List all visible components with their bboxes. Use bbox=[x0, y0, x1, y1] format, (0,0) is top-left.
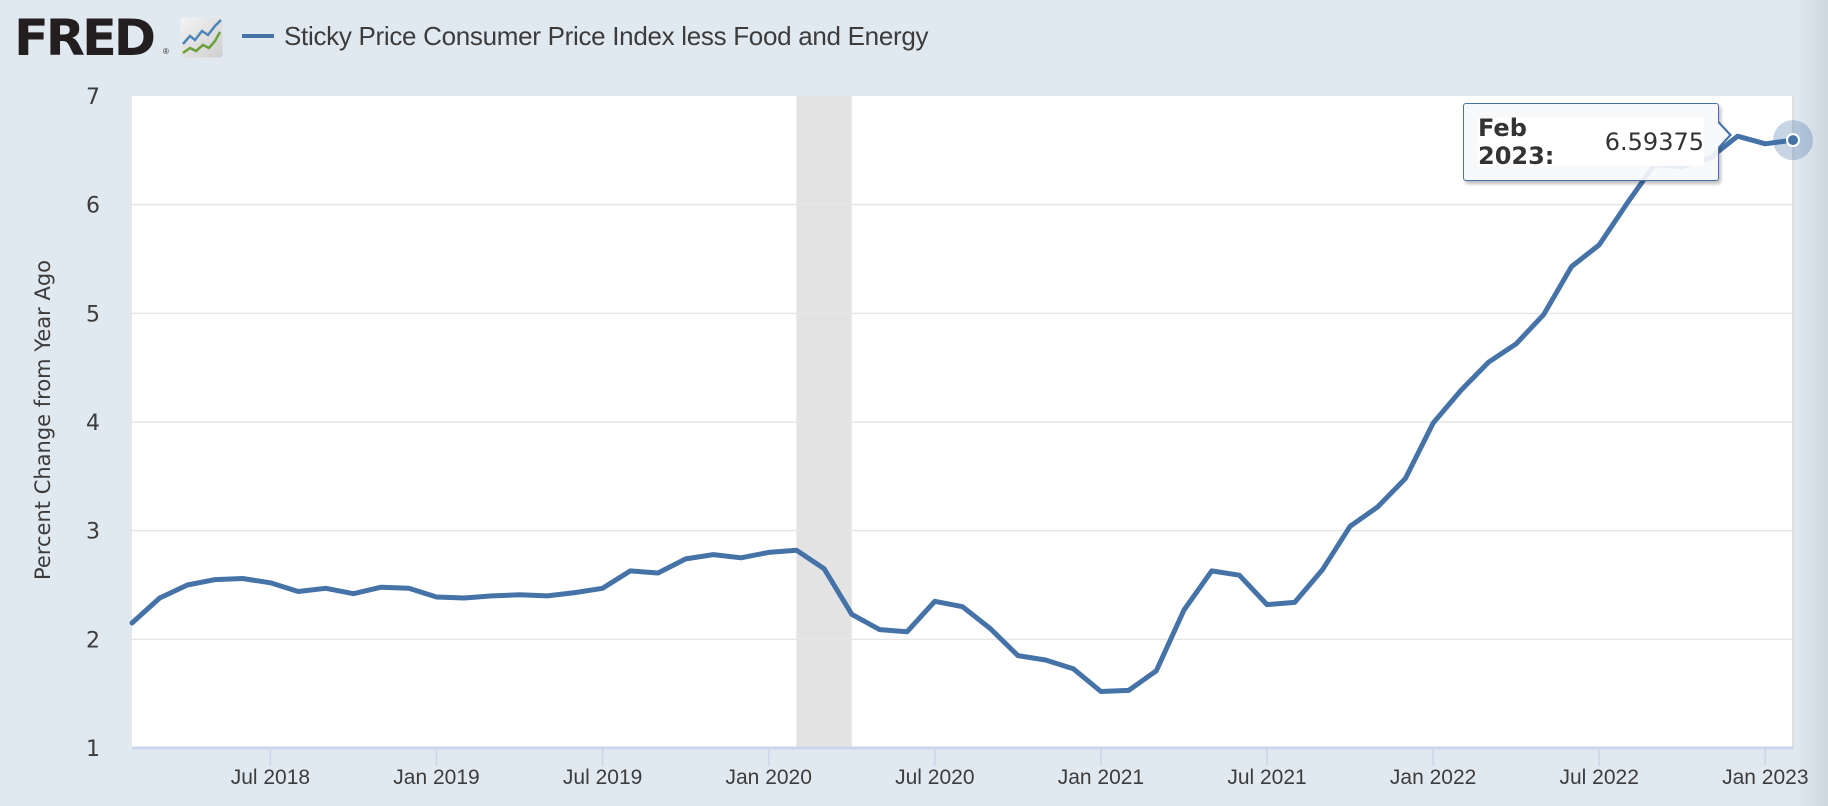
data-point[interactable] bbox=[1348, 524, 1353, 529]
tooltip-date: Feb 2023: bbox=[1478, 114, 1555, 170]
x-tick-label: Jul 2022 bbox=[1560, 766, 1639, 789]
data-point[interactable] bbox=[1015, 653, 1020, 658]
tooltip-content: Feb 2023: 6.59375 bbox=[1478, 114, 1704, 170]
x-tick-label: Jan 2019 bbox=[393, 766, 479, 789]
data-point[interactable] bbox=[1043, 657, 1048, 662]
data-point[interactable] bbox=[434, 594, 439, 599]
x-tick-label: Jul 2019 bbox=[563, 766, 642, 789]
y-tick-label: 6 bbox=[86, 194, 100, 219]
data-point[interactable] bbox=[1181, 607, 1186, 612]
data-point[interactable] bbox=[905, 629, 910, 634]
y-tick-label: 1 bbox=[86, 737, 100, 762]
data-point[interactable] bbox=[1569, 264, 1574, 269]
fred-logo[interactable]: FRED bbox=[14, 9, 156, 67]
registered-mark: ® bbox=[163, 47, 169, 56]
data-point[interactable] bbox=[877, 627, 882, 632]
data-point[interactable] bbox=[517, 592, 522, 597]
data-point[interactable] bbox=[683, 556, 688, 561]
data-point[interactable] bbox=[1320, 567, 1325, 572]
chart-header: FRED ® Sticky Price Consumer Price Index… bbox=[0, 0, 1828, 80]
data-point[interactable] bbox=[1265, 602, 1270, 607]
data-point[interactable] bbox=[766, 550, 771, 555]
data-point[interactable] bbox=[157, 596, 162, 601]
data-point[interactable] bbox=[600, 586, 605, 591]
data-point[interactable] bbox=[849, 612, 854, 617]
chart-lines-icon bbox=[180, 17, 223, 58]
x-tick-label: Jul 2020 bbox=[895, 766, 974, 789]
data-point[interactable] bbox=[268, 580, 273, 585]
data-point[interactable] bbox=[545, 593, 550, 598]
data-point[interactable] bbox=[1071, 666, 1076, 671]
data-point[interactable] bbox=[1624, 201, 1629, 206]
data-point[interactable] bbox=[1458, 388, 1463, 393]
data-point[interactable] bbox=[988, 626, 993, 631]
data-point[interactable] bbox=[628, 568, 633, 573]
y-tick-label: 5 bbox=[86, 302, 100, 327]
data-point[interactable] bbox=[1403, 476, 1408, 481]
x-tick-label: Jul 2018 bbox=[231, 766, 310, 789]
x-tick-label: Jan 2022 bbox=[1390, 766, 1476, 789]
data-point[interactable] bbox=[296, 589, 301, 594]
data-point[interactable] bbox=[1514, 341, 1519, 346]
data-point[interactable] bbox=[240, 576, 245, 581]
x-tick-label: Jul 2021 bbox=[1227, 766, 1306, 789]
data-point[interactable] bbox=[1237, 573, 1242, 578]
data-point[interactable] bbox=[1597, 242, 1602, 247]
data-point[interactable] bbox=[323, 586, 328, 591]
data-point[interactable] bbox=[822, 566, 827, 571]
data-point[interactable] bbox=[1486, 360, 1491, 365]
y-tick-label: 3 bbox=[86, 520, 100, 545]
data-point[interactable] bbox=[379, 585, 384, 590]
tooltip-arrow-fill bbox=[1717, 122, 1729, 148]
legend-swatch bbox=[242, 34, 274, 38]
y-tick-label: 7 bbox=[86, 85, 100, 110]
x-tick-label: Jan 2021 bbox=[1058, 766, 1144, 789]
hover-marker[interactable] bbox=[1786, 133, 1800, 148]
data-point[interactable] bbox=[1154, 668, 1159, 673]
data-point[interactable] bbox=[462, 596, 467, 601]
data-point[interactable] bbox=[794, 548, 799, 553]
data-point[interactable] bbox=[1541, 312, 1546, 317]
x-tick-label: Jan 2020 bbox=[726, 766, 812, 789]
data-point[interactable] bbox=[1763, 141, 1768, 146]
x-tick-label: Jan 2023 bbox=[1722, 766, 1808, 789]
data-point[interactable] bbox=[1735, 134, 1740, 139]
data-point[interactable] bbox=[185, 583, 190, 588]
data-point[interactable] bbox=[655, 571, 660, 576]
data-point[interactable] bbox=[1292, 600, 1297, 605]
scrollbar-strip bbox=[1800, 0, 1828, 806]
data-point[interactable] bbox=[739, 555, 744, 560]
series-line[interactable] bbox=[129, 133, 1796, 694]
data-point[interactable] bbox=[351, 591, 356, 596]
tooltip-value: 6.59375 bbox=[1604, 128, 1704, 156]
tooltip: Feb 2023: 6.59375 bbox=[1463, 103, 1719, 181]
data-point[interactable] bbox=[489, 593, 494, 598]
data-point[interactable] bbox=[406, 586, 411, 591]
data-point[interactable] bbox=[960, 604, 965, 609]
data-point[interactable] bbox=[1209, 568, 1214, 573]
y-tick-label: 4 bbox=[86, 411, 100, 436]
data-point[interactable] bbox=[572, 590, 577, 595]
y-tick-label: 2 bbox=[86, 628, 100, 653]
data-point[interactable] bbox=[1431, 421, 1436, 426]
data-point[interactable] bbox=[932, 599, 937, 604]
data-point[interactable] bbox=[711, 552, 716, 557]
data-point[interactable] bbox=[1375, 504, 1380, 509]
y-axis-label: Percent Change from Year Ago bbox=[31, 260, 55, 580]
data-point[interactable] bbox=[1126, 688, 1131, 693]
legend[interactable]: Sticky Price Consumer Price Index less F… bbox=[242, 18, 929, 54]
data-point[interactable] bbox=[130, 621, 135, 626]
legend-label: Sticky Price Consumer Price Index less F… bbox=[284, 20, 929, 51]
data-point[interactable] bbox=[1098, 689, 1103, 694]
data-point[interactable] bbox=[213, 577, 218, 582]
